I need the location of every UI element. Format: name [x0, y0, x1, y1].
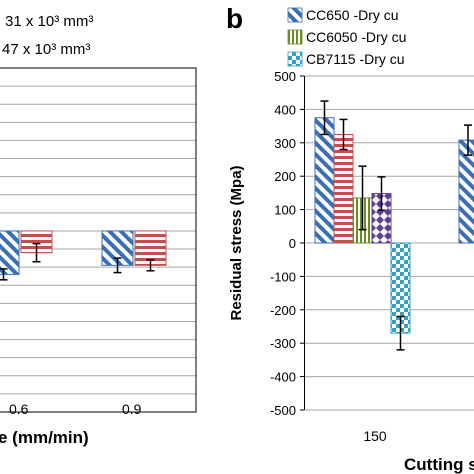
legend-label-cc6050: CC6050 -Dry cu: [306, 29, 406, 45]
panel-b-x-axis-label: Cutting s: [404, 455, 474, 474]
panel-b-label: b: [226, 3, 243, 34]
panel-a-legend-entry-2: 47 x 10³ mm³: [2, 41, 90, 58]
panel-a-x-axis-label: e (mm/min): [0, 428, 89, 447]
panel-b-y-tick-label-5: 0: [289, 236, 296, 251]
panel-a-legend-entry-1: 31 x 10³ mm³: [5, 13, 93, 30]
panel-a-bars: [0, 230, 167, 281]
legend-swatch-cc650: [287, 7, 303, 23]
panel-b-y-tick-label-10: -500: [270, 403, 296, 418]
panel-b-y-tick-label-8: -300: [270, 336, 296, 351]
panel-b-y-tick-label-9: -400: [270, 370, 296, 385]
legend-label-cc650: CC650 -Dry cu: [306, 7, 399, 23]
legend-swatch-cb7115: [287, 51, 303, 67]
panel-a: 31 x 10³ mm³ 47 x 10³ mm³ 0.6 0.9 e (mm/…: [0, 13, 197, 447]
panel-b-bars: [314, 100, 474, 351]
panel-a-x-tick-0: 0.6: [9, 401, 29, 417]
bar-b-150-cc650: [314, 117, 335, 244]
panel-b-y-tick-label-3: 200: [274, 169, 296, 184]
panel-b-y-tick-label-4: 100: [274, 203, 296, 218]
panel-a-x-tick-1: 0.9: [122, 401, 142, 417]
panel-b-y-tick-label-0: 500: [274, 69, 296, 84]
legend-swatch-cc6050: [287, 29, 303, 45]
legend-label-cb7115: CB7115 -Dry cu: [306, 51, 405, 67]
panel-b-y-tick-label-1: 400: [274, 102, 296, 117]
panel-b-y-ticks: 500 400 300 200 100 0 -100 -200 -300 -400 -500: [270, 69, 304, 418]
panel-a-plot-frame: [0, 67, 197, 413]
panel-b-x-tick-150: 150: [363, 428, 387, 444]
panel-b-y-tick-label-2: 300: [274, 136, 296, 151]
panel-b-y-tick-label-7: -200: [270, 303, 296, 318]
panel-a-gridlines: [0, 85, 196, 395]
bar-b-150-red-series: [333, 133, 354, 244]
bar-a-0.6-series-1: [0, 230, 20, 275]
panel-b: b CC650 -Dry cu CC6050 -Dry cu CB7115 -D…: [226, 3, 474, 474]
panel-b-legend: CC650 -Dry cu CC6050 -Dry cu CB7115 -Dry…: [287, 7, 406, 67]
panel-b-y-axis-label: Residual stress (Mpa): [228, 165, 245, 320]
panel-b-y-tick-label-6: -100: [270, 269, 296, 284]
